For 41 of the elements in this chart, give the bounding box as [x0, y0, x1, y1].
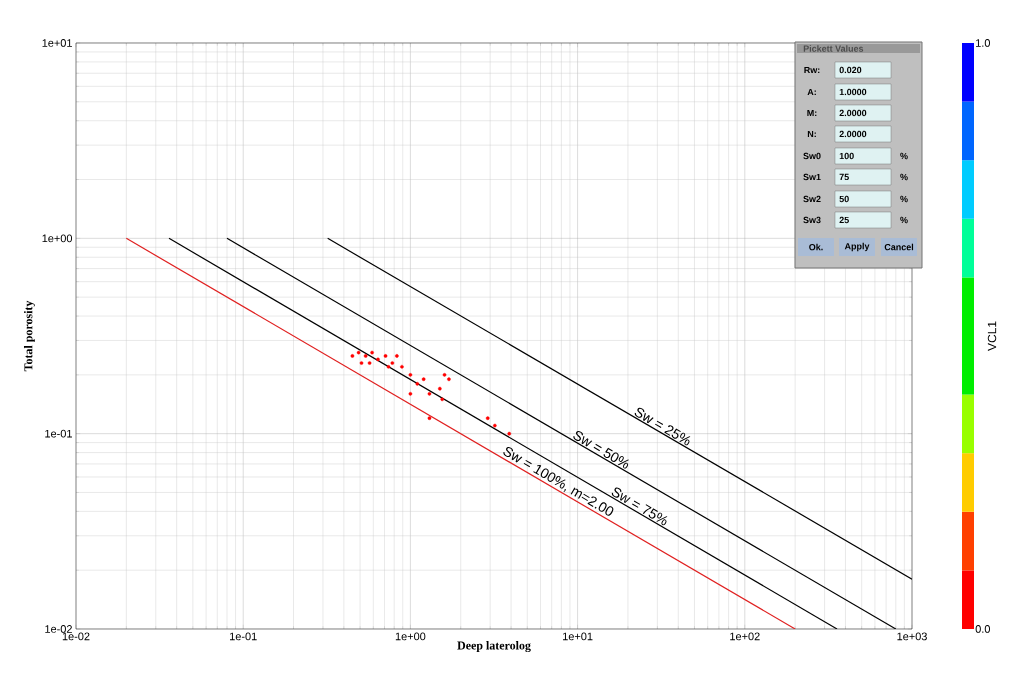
annotation: 1.0000	[839, 88, 867, 96]
annotation: %	[900, 216, 908, 224]
color-bar-label: 1.0	[976, 39, 990, 47]
annotation: %	[900, 173, 908, 181]
annotation: 2.0000	[839, 109, 867, 117]
color-bar-title: VCL1	[987, 321, 997, 351]
annotation: M:	[807, 109, 817, 117]
annotation: 2.0000	[839, 130, 867, 138]
y-tick-label: 1e-02	[45, 625, 72, 633]
x-axis-title: Deep laterolog	[457, 641, 531, 653]
annotation: Sw1	[803, 173, 821, 181]
annotation: Cancel	[884, 243, 914, 251]
annotation: Rw:	[804, 66, 820, 74]
x-tick-label: 1e+00	[395, 632, 426, 641]
x-tick-label: 1e-02	[62, 632, 90, 641]
annotation: Ok.	[809, 243, 823, 251]
color-bar-label: 0.0	[975, 625, 990, 633]
text: Sw = 25%	[634, 407, 691, 446]
annotation: 100	[839, 152, 854, 160]
annotation: Sw0	[803, 152, 821, 160]
annotation: A:	[807, 88, 816, 96]
annotation: 0.020	[839, 66, 862, 74]
y-tick-label: 1e+01	[42, 39, 72, 47]
x-tick-label: 1e+01	[563, 632, 593, 641]
annotation: %	[900, 152, 908, 160]
annotation: Sw3	[803, 216, 821, 224]
annotation: 50	[839, 195, 849, 203]
annotation: N:	[807, 130, 816, 138]
text: Sw = 50%	[573, 430, 629, 469]
annotation: 75	[839, 173, 849, 181]
annotation: %	[900, 195, 908, 203]
annotation: Apply	[844, 242, 870, 252]
annotation: 25	[839, 216, 849, 224]
annotation: Sw2	[803, 195, 821, 203]
x-tick-label: 1e+02	[730, 632, 760, 641]
annotation: Pickett Values	[803, 45, 864, 52]
y-axis-title: Total porosity	[23, 300, 35, 372]
y-tick-label: 1e+00	[42, 234, 73, 243]
y-tick-label: 1e-01	[45, 429, 72, 438]
x-tick-label: 1e-01	[230, 632, 257, 641]
x-tick-label: 1e+03	[897, 632, 927, 641]
